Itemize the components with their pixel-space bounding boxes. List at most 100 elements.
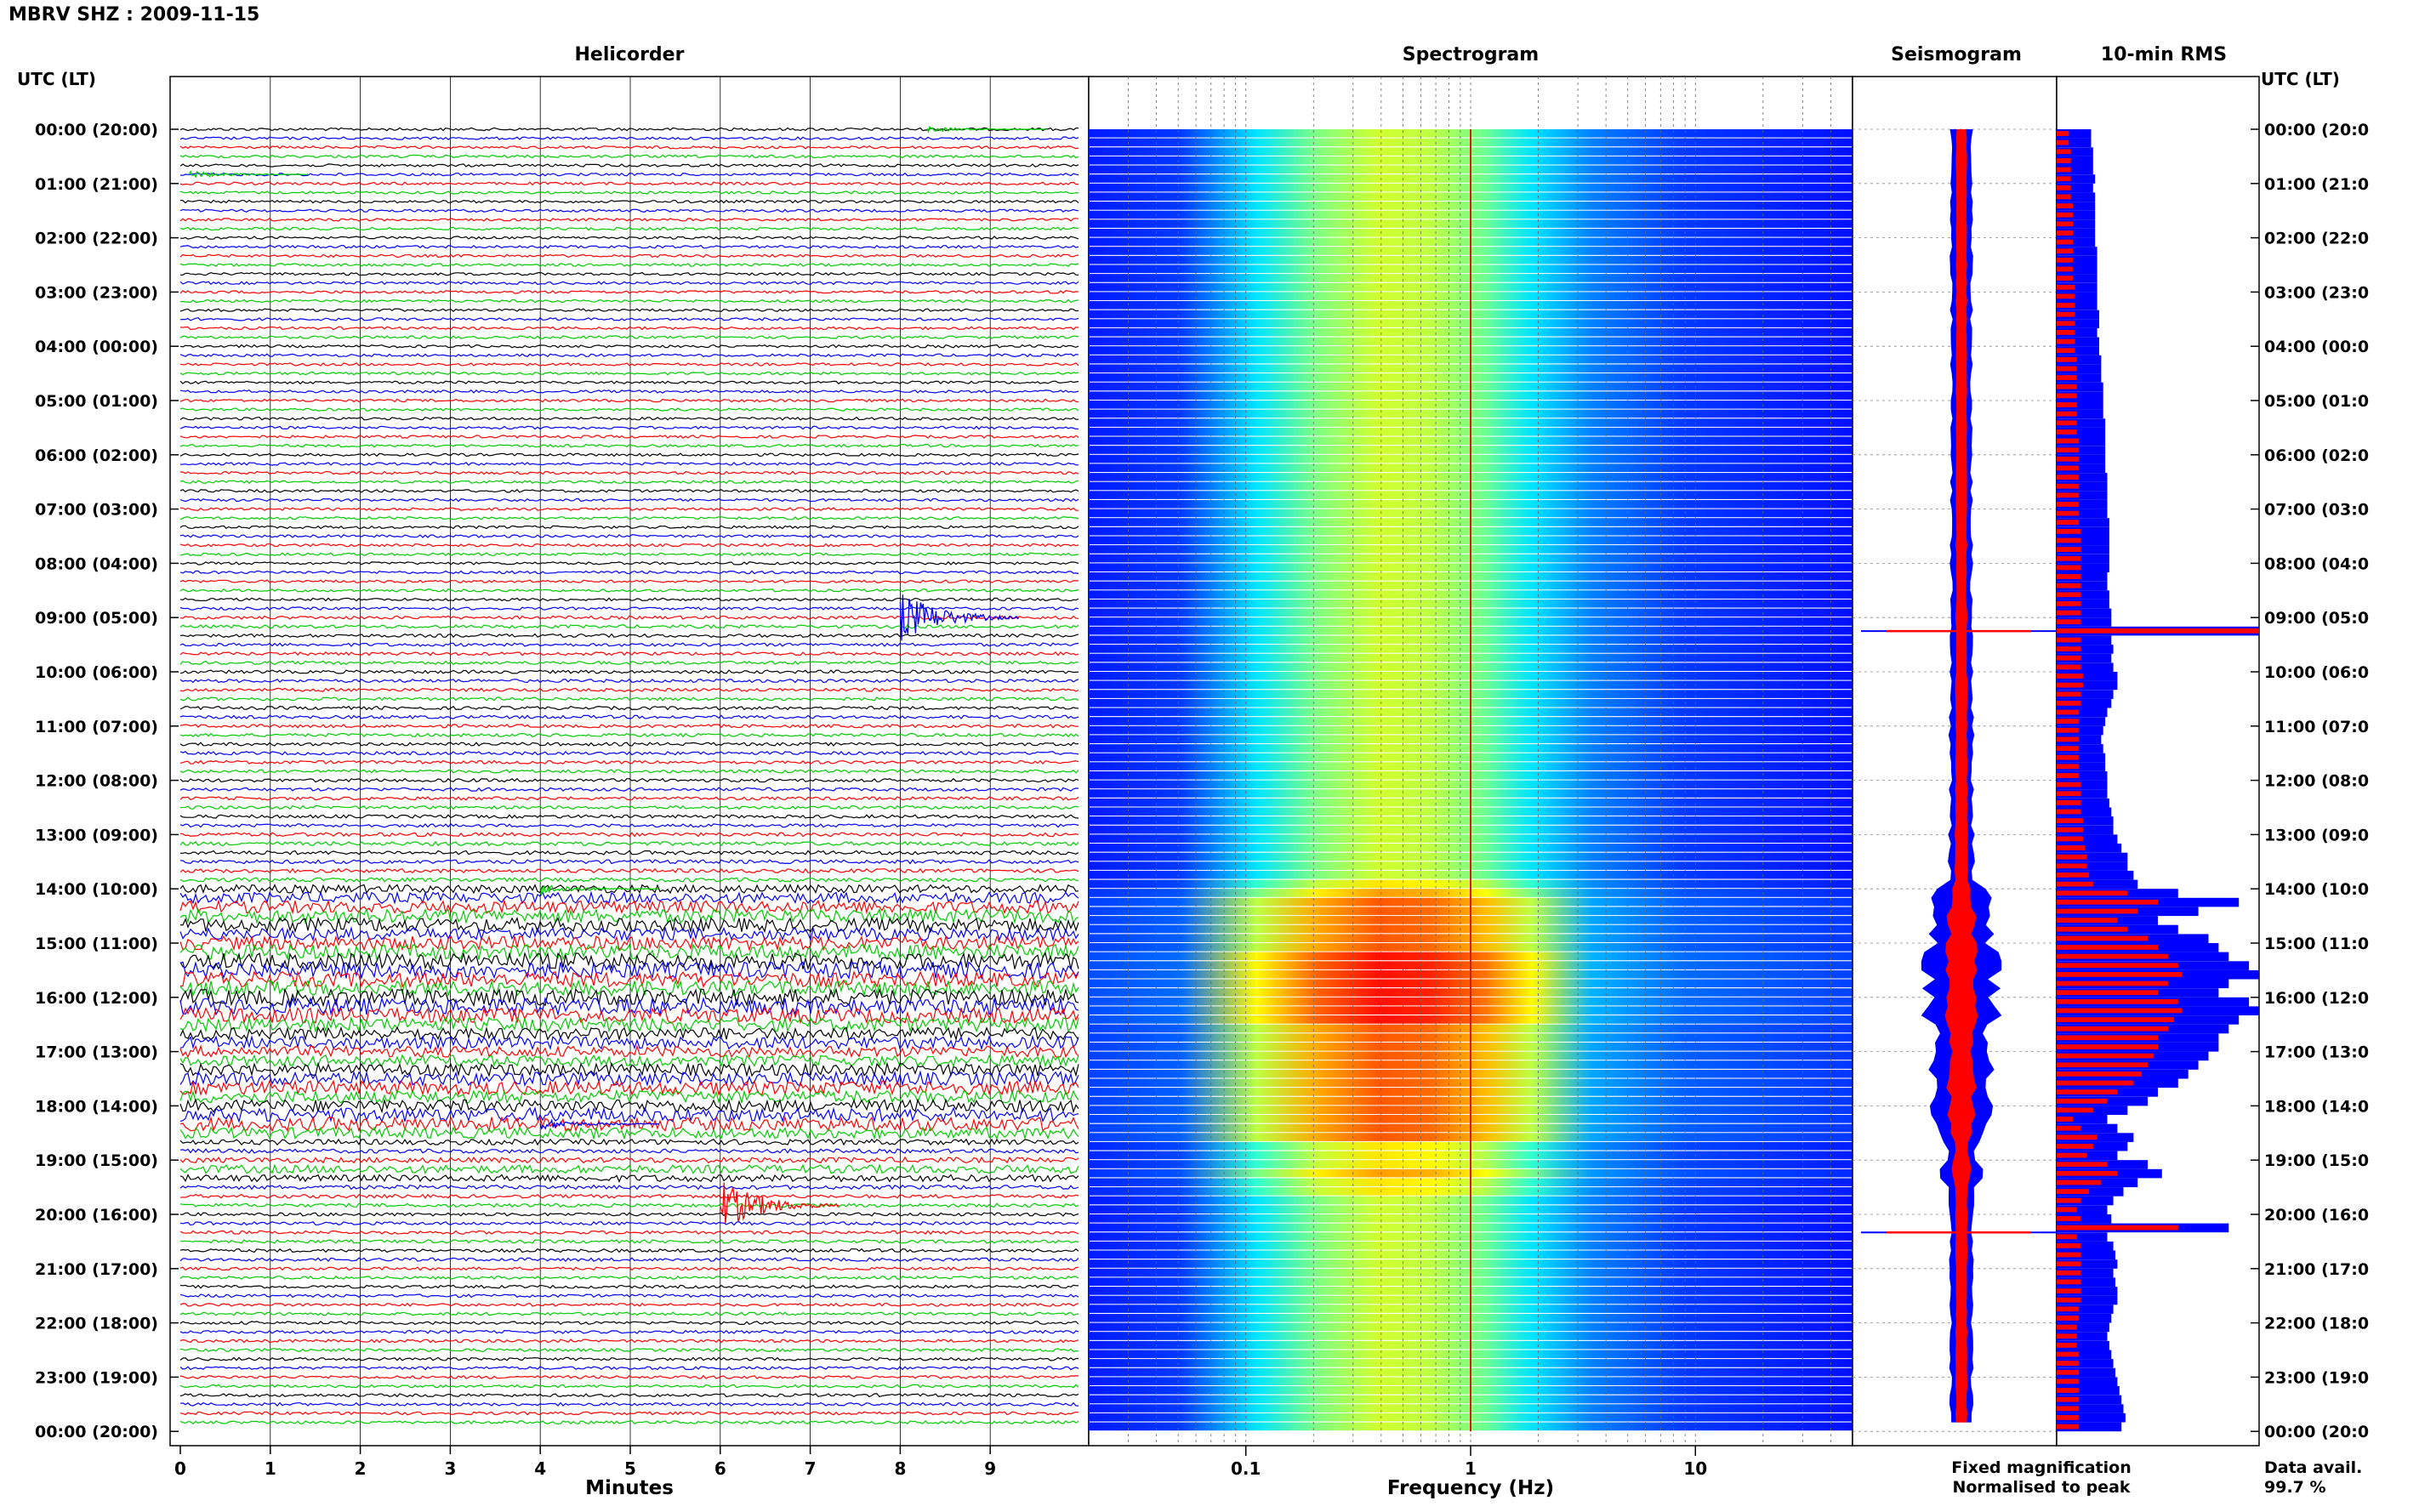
rms-bar-normalised [2057,1333,2077,1339]
time-label-right: 18:00 (14:0 [2264,1097,2369,1116]
rms-bar-fixed [2057,1241,2114,1251]
rms-bar-fixed [2057,509,2108,519]
helicorder-xtick-label: 7 [805,1458,817,1479]
rms-bar-normalised [2057,1144,2093,1149]
helicorder-trace [179,552,1079,557]
time-label-left: 22:00 (18:00) [35,1315,158,1333]
rms-bar-normalised [2057,990,2158,996]
helicorder-trace [179,316,1079,321]
rms-bar-fixed [2057,138,2092,148]
rms-bar-normalised [2057,1316,2080,1321]
helicorder-trace [179,660,1079,666]
helicorder-trace [179,1374,1079,1379]
rms-bar-fixed [2057,391,2103,401]
rms-bar-normalised [2057,981,2168,986]
helicorder-trace [179,570,1079,575]
helicorder-trace [179,172,1079,177]
time-label-right: 05:00 (01:0 [2264,392,2369,411]
rms-bar-normalised [2057,972,2183,977]
rms-bar-fixed [2057,409,2103,419]
rms-bar-fixed [2057,617,2112,627]
time-label-right: 17:00 (13:0 [2264,1043,2369,1062]
time-label-left: 11:00 (07:00) [35,718,158,736]
helicorder-panel: 0 1 2 3 4 5 6 7 8 9 [169,76,1090,1479]
time-label-left: 08:00 (04:00) [35,554,158,573]
rms-bar-normalised [2057,873,2090,878]
helicorder-trace [179,226,1079,231]
time-label-left: 16:00 (12:00) [35,989,158,1008]
rms-bar-normalised [2057,1117,2073,1122]
rms-bar-normalised [2057,881,2093,887]
rms-bar-normalised [2057,890,2128,896]
helicorder-trace [179,199,1079,204]
rms-bar-normalised [2057,691,2081,697]
rms-bar-normalised [2057,438,2080,444]
rms-bar-fixed [2057,346,2099,355]
helicorder-trace [179,1339,1079,1344]
rms-bar-fixed [2057,725,2103,736]
rms-bar-fixed [2057,229,2096,238]
rms-bar-fixed [2057,264,2097,275]
time-label-left: 19:00 (15:00) [35,1151,158,1170]
time-label-right: 12:00 (08:0 [2264,772,2369,791]
rms-bar-fixed [2057,825,2114,835]
rms-bar-fixed [2057,744,2103,753]
rms-bar-normalised [2057,411,2077,417]
rms-bar-fixed [2057,373,2102,383]
rms-bar-normalised [2057,863,2087,869]
rms-bar-normalised [2057,402,2077,407]
rms-bar-normalised [2057,1369,2080,1375]
helicorder-trace [179,1248,1079,1253]
rms-bar-fixed [2057,219,2096,229]
time-label-right: 15:00 (11:0 [2264,935,2369,953]
helicorder-trace [179,435,1079,439]
rms-bar-normalised [2057,827,2083,833]
spectrogram-panel: 0.1 1 10 [1088,76,1853,1479]
rms-bar-normalised [2057,348,2075,354]
rms-bar-fixed [2057,572,2108,582]
rms-bar-normalised [2057,1406,2080,1412]
helicorder-trace [179,1044,1079,1059]
rms-bar-fixed [2057,536,2109,546]
rms-bar-normalised [2057,158,2071,163]
rms-bar-normalised [2057,510,2080,516]
helicorder-trace [179,425,1079,430]
rms-bar-normalised [2057,583,2081,588]
rms-bar-fixed [2057,427,2106,437]
helicorder-trace [179,462,1079,466]
helicorder-trace [179,163,1079,168]
helicorder-trace [179,488,1079,493]
rms-bar-fixed [2057,491,2108,500]
time-label-left: 03:00 (23:00) [35,283,158,302]
rms-bar-normalised [2057,212,2073,218]
time-label-right: 16:00 (12:0 [2264,989,2369,1008]
rms-bar-fixed [2057,319,2099,328]
rms-bar-fixed [2057,653,2112,663]
time-label-right: 13:00 (09:0 [2264,826,2369,844]
rms-bar-normalised [2057,1044,2158,1049]
rms-bar-normalised [2057,1261,2081,1267]
rms-bar-normalised [2057,701,2081,706]
helicorder-trace [179,624,1079,629]
helicorder-trace [179,190,1079,195]
rms-bar-fixed [2057,183,2093,193]
rms-bar-normalised [2057,574,2081,579]
rms-bar-normalised [2057,674,2083,679]
helicorder-trace [179,136,1079,140]
rms-bar-normalised [2057,1197,2081,1203]
rms-bar-fixed [2057,717,2106,726]
rms-bar-fixed [2057,834,2118,844]
helicorder-trace [179,1284,1079,1289]
rms-bar-normalised [2057,456,2080,462]
time-label-left: 06:00 (02:00) [35,446,158,465]
helicorder-trace [179,597,1079,602]
rms-bar-normalised [2057,1225,2178,1231]
helicorder-trace [179,787,1079,792]
time-label-left: 05:00 (01:00) [35,392,158,411]
rms-bar-normalised [2057,375,2077,380]
helicorder-trace [179,732,1079,738]
helicorder-trace [179,145,1079,150]
helicorder-xlabel: Minutes [585,1477,674,1499]
rms-bar-fixed [2057,1386,2120,1395]
